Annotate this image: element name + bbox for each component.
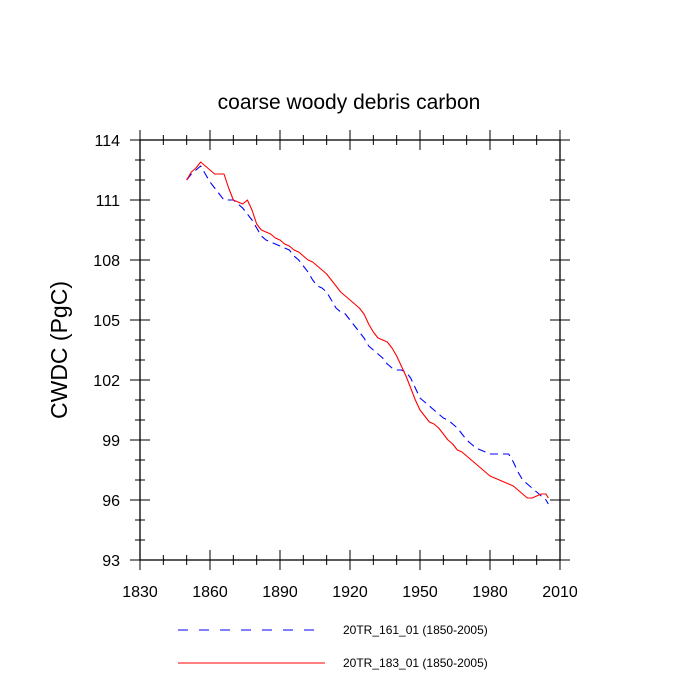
y-tick-label: 105 (93, 313, 120, 330)
y-tick-label: 108 (93, 253, 120, 270)
x-tick-label: 1950 (402, 584, 438, 601)
series-line-1 (186, 165, 549, 505)
y-tick-label: 93 (102, 553, 120, 570)
plot-frame (139, 139, 561, 561)
legend-label-1: 20TR_161_01 (1850-2005) (343, 623, 488, 637)
y-axis-label: CWDC (PgC) (46, 281, 72, 419)
x-tick-label: 1830 (122, 584, 158, 601)
chart-title: coarse woody debris carbon (218, 91, 481, 114)
series-line-2 (186, 161, 549, 499)
x-tick-label: 1920 (332, 584, 368, 601)
axis-ticks (130, 130, 570, 570)
tick-labels: 1830 1860 1890 1920 1950 1980 2010 93 96 99 102 105… (93, 133, 578, 601)
x-tick-label: 1890 (262, 584, 298, 601)
x-tick-label: 1980 (472, 584, 508, 601)
y-tick-label: 111 (96, 193, 120, 210)
x-tick-label: 1860 (192, 584, 228, 601)
y-tick-label: 99 (102, 433, 120, 450)
y-tick-label: 102 (93, 373, 120, 390)
x-tick-label: 2010 (542, 584, 578, 601)
y-tick-label: 96 (102, 493, 120, 510)
legend: 20TR_161_01 (1850-2005) 20TR_183_01 (1850… (178, 623, 488, 670)
y-tick-label: 114 (94, 133, 120, 150)
legend-label-2: 20TR_183_01 (1850-2005) (343, 656, 488, 670)
series-layer (186, 161, 549, 505)
